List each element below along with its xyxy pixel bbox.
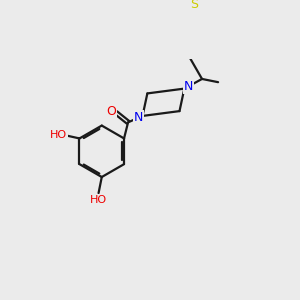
Text: N: N <box>184 80 193 94</box>
Text: HO: HO <box>50 130 67 140</box>
Text: S: S <box>190 0 198 11</box>
Text: HO: HO <box>90 195 107 205</box>
Text: N: N <box>134 111 143 124</box>
Text: O: O <box>106 105 116 118</box>
